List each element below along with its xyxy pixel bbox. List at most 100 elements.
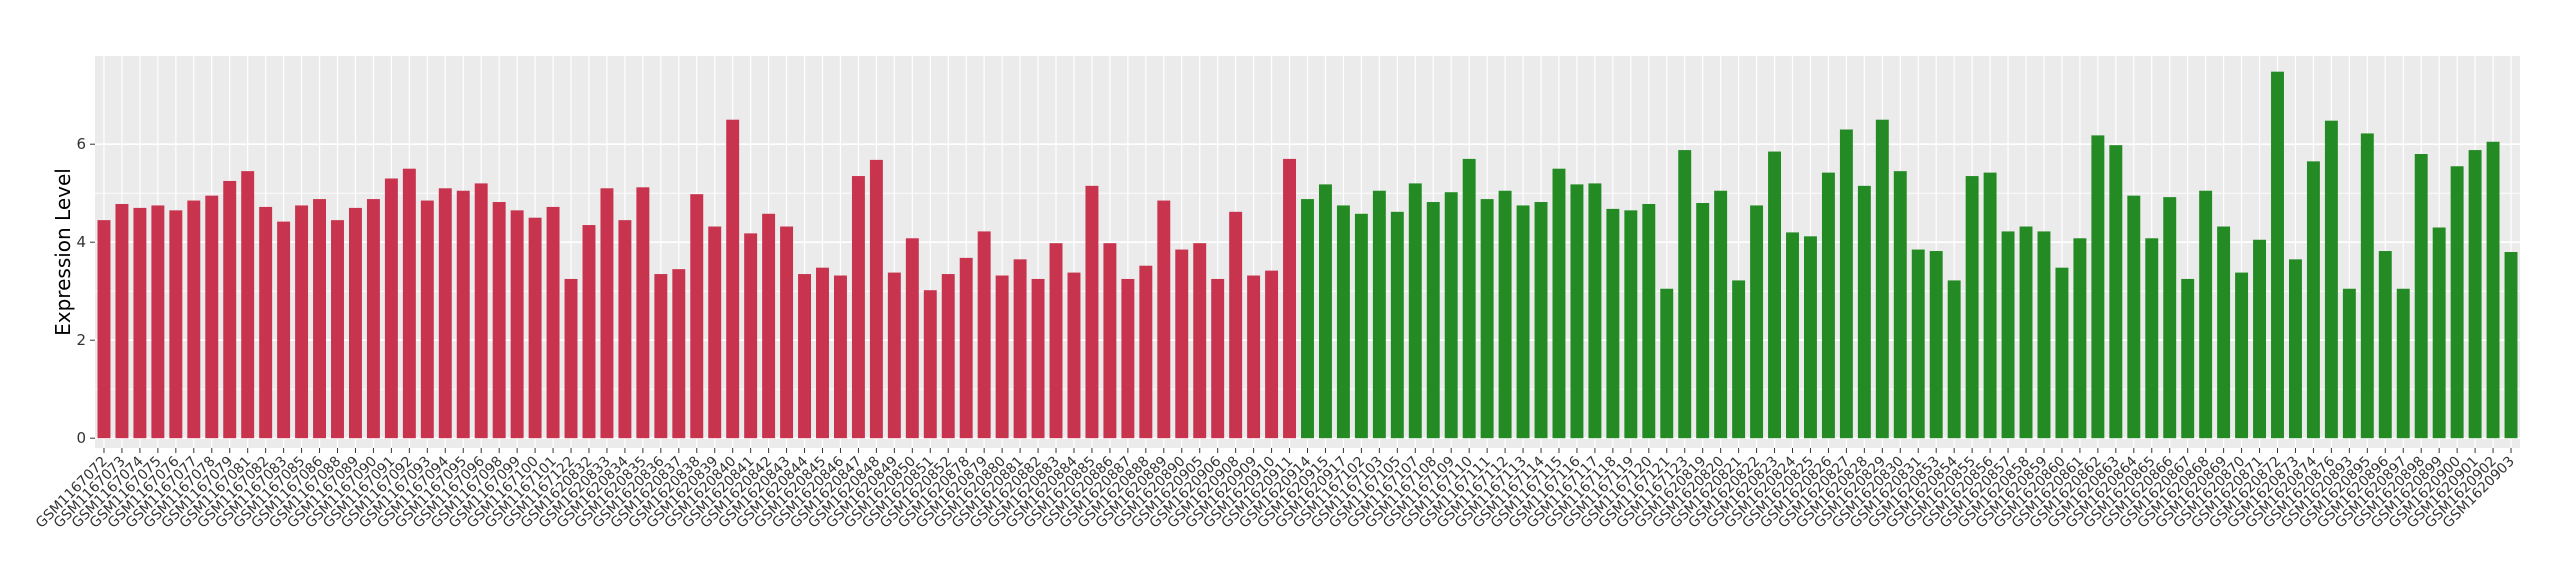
- bar: [151, 205, 165, 439]
- bar: [2019, 226, 2033, 439]
- bar: [2055, 267, 2069, 439]
- bar: [2414, 154, 2428, 439]
- bar: [1067, 272, 1081, 439]
- bar: [816, 267, 829, 439]
- bar: [851, 176, 865, 439]
- x-axis-ticks: GSM1167072GSM1167073GSM1167074GSM1167075…: [33, 448, 2518, 531]
- bar: [384, 178, 398, 439]
- bar: [1211, 278, 1225, 439]
- bar: [1175, 249, 1189, 439]
- bar: [1372, 190, 1386, 439]
- bar: [348, 207, 362, 439]
- bar: [2253, 239, 2267, 439]
- bar: [1318, 184, 1332, 439]
- bar: [1247, 275, 1261, 439]
- bar: [1193, 243, 1207, 439]
- bar: [1049, 243, 1063, 439]
- bar: [1516, 205, 1530, 439]
- bar: [2001, 231, 2015, 439]
- bar: [1929, 251, 1943, 439]
- bar: [959, 257, 973, 439]
- bar: [2037, 231, 2051, 439]
- bar: [708, 226, 722, 439]
- bar: [2109, 145, 2123, 439]
- bar: [1265, 270, 1279, 439]
- bar: [1911, 249, 1925, 439]
- bar: [1839, 129, 1853, 439]
- bar: [1444, 192, 1458, 439]
- bar: [1157, 200, 1171, 439]
- bar: [474, 183, 488, 439]
- bar: [1642, 203, 1656, 439]
- bar: [2217, 226, 2231, 439]
- bar: [277, 221, 291, 439]
- bar: [546, 206, 560, 439]
- bar: [1498, 190, 1512, 439]
- bar: [941, 274, 955, 439]
- bar: [1408, 183, 1422, 439]
- bar: [1660, 288, 1674, 439]
- bar: [1786, 232, 1799, 439]
- bar: [115, 203, 129, 439]
- bar: [1283, 158, 1297, 439]
- bar: [331, 220, 344, 439]
- bar: [133, 207, 147, 439]
- bar: [1570, 184, 1584, 439]
- bar: [528, 217, 542, 439]
- bar: [1983, 172, 1997, 439]
- bar: [1031, 278, 1045, 439]
- bar: [1354, 213, 1368, 439]
- bar: [2396, 288, 2410, 439]
- bar: [223, 180, 237, 439]
- bar: [1121, 278, 1135, 439]
- y-tick-label: 2: [76, 331, 86, 349]
- bar: [1606, 208, 1620, 439]
- bar: [1624, 210, 1638, 439]
- bar: [402, 168, 416, 439]
- bar: [97, 220, 111, 439]
- bar: [1480, 199, 1494, 439]
- bar: [744, 233, 758, 439]
- bar: [2486, 141, 2500, 439]
- bar: [690, 194, 704, 439]
- y-axis-title: Expression Level: [51, 168, 75, 336]
- bar: [1893, 171, 1907, 439]
- bar: [259, 206, 273, 439]
- y-tick-label: 0: [76, 429, 86, 447]
- bar: [456, 190, 470, 439]
- bar: [798, 274, 812, 439]
- bar: [2324, 120, 2338, 439]
- bar: [241, 171, 255, 439]
- bar: [600, 188, 614, 439]
- y-tick-label: 4: [76, 233, 86, 251]
- bar: [1821, 172, 1835, 439]
- bar: [295, 205, 309, 439]
- bar: [995, 275, 1009, 439]
- bar: [1426, 202, 1440, 439]
- bar: [1103, 243, 1117, 439]
- bar: [1085, 185, 1099, 439]
- bar: [2073, 238, 2087, 439]
- bar: [313, 199, 327, 439]
- bar: [564, 278, 578, 439]
- bar: [1678, 150, 1692, 439]
- y-tick-label: 6: [76, 135, 86, 153]
- bar: [905, 238, 919, 439]
- bar: [1965, 176, 1979, 439]
- bar: [2127, 195, 2141, 439]
- bar: [366, 199, 380, 439]
- bar: [618, 220, 632, 439]
- bar: [2163, 197, 2177, 439]
- bar: [1803, 236, 1817, 439]
- bar: [1534, 202, 1548, 439]
- bar: [1947, 280, 1961, 439]
- bar: [1139, 265, 1153, 439]
- bar: [2450, 166, 2464, 439]
- bar: [510, 210, 524, 439]
- bar: [2378, 251, 2392, 439]
- bar: [1229, 211, 1243, 439]
- bar: [169, 210, 183, 439]
- bar: [2091, 135, 2105, 439]
- bar: [636, 187, 650, 439]
